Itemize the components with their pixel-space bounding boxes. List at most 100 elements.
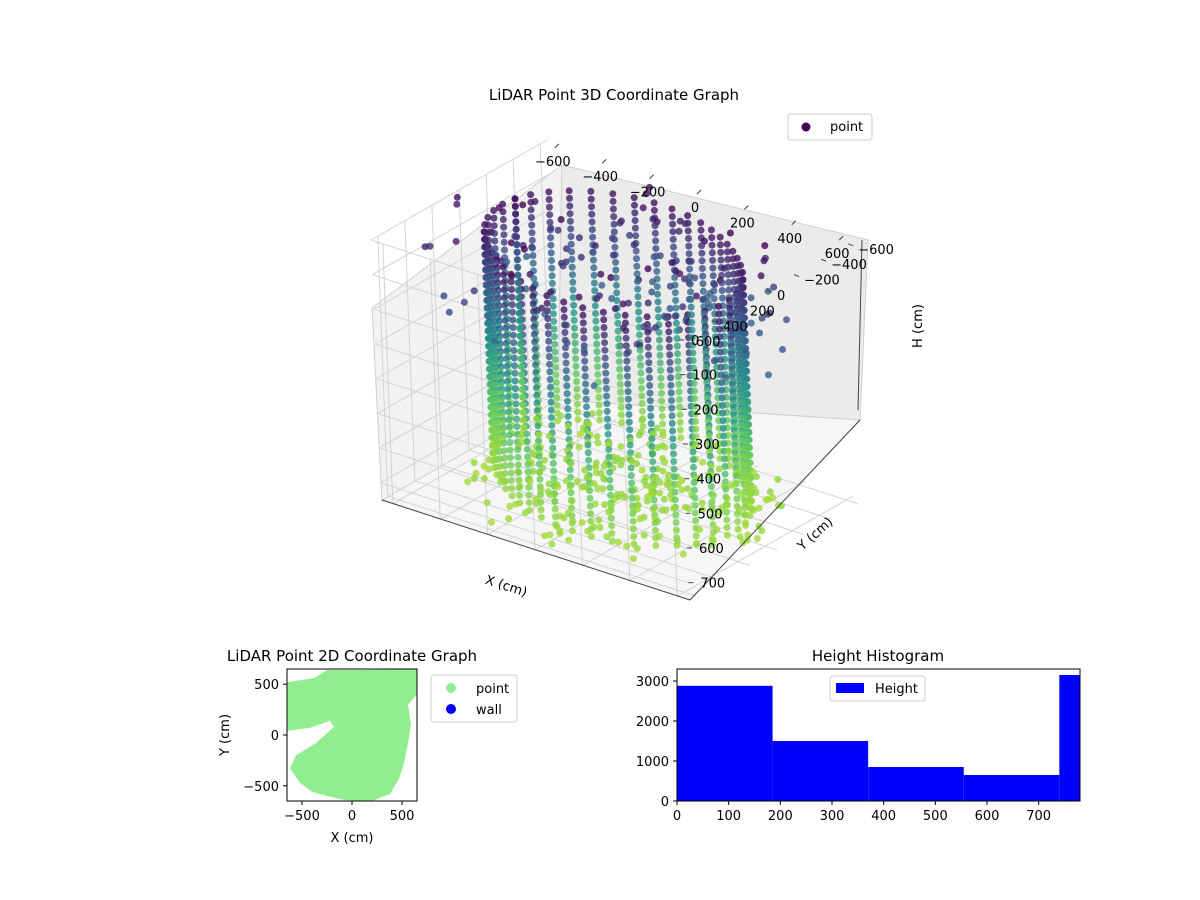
- point-3d: [670, 465, 678, 473]
- point-3d: [687, 257, 695, 265]
- point-3d: [606, 484, 614, 492]
- point-3d: [553, 394, 561, 402]
- point-3d: [519, 201, 527, 209]
- point-3d: [497, 478, 505, 486]
- legend-3d: point: [787, 113, 873, 141]
- y-tick-label-3d: 400: [723, 320, 748, 335]
- point-3d: [665, 320, 672, 328]
- point-3d: [548, 414, 556, 422]
- point-3d: [502, 339, 510, 347]
- point-3d: [597, 270, 605, 278]
- point-3d: [720, 440, 728, 448]
- point-3d: [718, 279, 726, 287]
- point-3d: [625, 411, 633, 418]
- point-3d: [609, 190, 617, 198]
- point-3d: [544, 330, 552, 338]
- point-3d: [511, 377, 519, 385]
- point-3d: [717, 356, 725, 364]
- point-3d: [554, 417, 562, 425]
- point-3d: [487, 518, 495, 526]
- point-3d: [603, 407, 611, 415]
- point-3d: [511, 362, 519, 370]
- point-3d: [509, 308, 516, 316]
- legend-3d-frame: [787, 113, 873, 141]
- point-3d: [698, 242, 706, 250]
- x-tick-label-hist: 600: [975, 809, 1000, 824]
- point-3d: [624, 372, 631, 380]
- point-3d: [658, 397, 666, 405]
- y-axis-line-3d: [689, 419, 861, 601]
- point-3d: [657, 367, 665, 374]
- point-3d: [560, 298, 568, 306]
- point-3d: [610, 213, 618, 221]
- point-3d: [592, 325, 600, 333]
- point-3d: [590, 256, 597, 264]
- point-3d: [499, 208, 507, 216]
- point-3d: [651, 526, 659, 534]
- point-3d: [615, 358, 623, 366]
- point-3d: [650, 496, 658, 504]
- point-3d: [470, 287, 478, 295]
- point-3d: [737, 490, 745, 498]
- point-3d: [716, 325, 723, 333]
- point-3d: [716, 241, 724, 249]
- point-3d: [528, 236, 536, 244]
- point-3d: [516, 324, 524, 332]
- y-tick-label-hist: 0: [661, 795, 669, 810]
- point-3d: [500, 223, 508, 231]
- z-tick-label-3d: 0: [691, 334, 699, 349]
- point-3d: [747, 319, 755, 327]
- point-3d: [568, 248, 576, 256]
- point-3d: [566, 217, 574, 225]
- point-3d: [662, 506, 670, 514]
- point-3d: [676, 418, 684, 426]
- point-3d: [665, 328, 673, 336]
- point-3d: [592, 317, 600, 325]
- point-3d: [549, 452, 557, 460]
- point-3d: [675, 373, 682, 381]
- point-3d: [543, 292, 551, 300]
- point-3d: [630, 533, 638, 540]
- point-3d: [584, 433, 592, 441]
- point-3d: [716, 509, 724, 517]
- point-3d: [778, 502, 785, 510]
- point-3d: [651, 229, 659, 237]
- point-3d: [572, 370, 580, 378]
- point-3d: [650, 206, 658, 214]
- grid-line: [441, 464, 751, 566]
- point-3d: [626, 426, 634, 434]
- point-3d: [505, 400, 512, 408]
- ticks-2d: −500 −500 0 0 500 500: [243, 678, 414, 824]
- point-3d: [734, 510, 741, 518]
- point-3d: [513, 415, 521, 423]
- point-3d: [570, 309, 578, 317]
- point-3d: [698, 265, 706, 272]
- point-3d: [553, 386, 560, 394]
- point-3d: [631, 209, 639, 217]
- point-3d: [610, 228, 618, 236]
- point-3d: [685, 505, 693, 513]
- point-3d: [546, 376, 554, 383]
- point-3d: [554, 226, 562, 234]
- point-3d: [511, 202, 519, 210]
- point-3d: [672, 511, 680, 519]
- point-3d: [617, 388, 624, 396]
- histogram-bar: [963, 775, 1060, 801]
- point-3d: [510, 354, 518, 362]
- point-3d: [659, 420, 667, 428]
- point-3d: [652, 245, 660, 252]
- point-3d: [739, 539, 747, 547]
- point-3d: [527, 198, 535, 206]
- point-3d: [678, 486, 686, 494]
- point-3d: [490, 207, 498, 214]
- point-3d: [638, 407, 646, 415]
- point-3d: [569, 271, 576, 279]
- point-3d: [500, 278, 508, 286]
- point-3d: [629, 510, 637, 518]
- point-3d: [464, 478, 472, 486]
- point-3d: [715, 302, 723, 310]
- y-tick-label-2d: 500: [254, 678, 279, 693]
- point-3d: [492, 427, 500, 435]
- point-3d: [635, 431, 643, 439]
